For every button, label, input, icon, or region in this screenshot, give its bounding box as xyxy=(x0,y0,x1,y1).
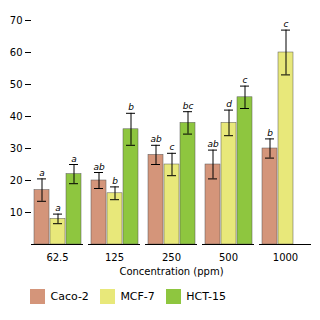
svg-text:250: 250 xyxy=(162,252,181,263)
svg-text:1000: 1000 xyxy=(273,252,298,263)
svg-text:c: c xyxy=(170,142,175,152)
svg-text:b: b xyxy=(112,176,118,186)
svg-text:70: 70 xyxy=(10,15,23,26)
svg-text:b: b xyxy=(128,102,134,112)
svg-text:c: c xyxy=(284,19,289,29)
svg-text:62.5: 62.5 xyxy=(46,252,68,263)
svg-text:ab: ab xyxy=(207,139,219,149)
svg-text:40: 40 xyxy=(10,111,23,122)
svg-text:60: 60 xyxy=(10,47,23,58)
svg-text:Concentration (ppm): Concentration (ppm) xyxy=(119,266,223,277)
svg-text:c: c xyxy=(243,75,248,85)
svg-text:bc: bc xyxy=(183,101,194,111)
svg-text:50: 50 xyxy=(10,79,23,90)
svg-text:d: d xyxy=(226,99,232,109)
html-text:MCF-7: MCF-7 xyxy=(120,290,155,303)
svg-text:125: 125 xyxy=(105,252,124,263)
svg-text:a: a xyxy=(71,154,77,164)
svg-text:30: 30 xyxy=(10,143,23,154)
svg-text:10: 10 xyxy=(10,207,23,218)
svg-text:a: a xyxy=(39,168,45,178)
svg-text:b: b xyxy=(267,128,273,138)
html-text:Caco-2: Caco-2 xyxy=(50,290,89,303)
html-text:HCT-15: HCT-15 xyxy=(186,290,226,303)
svg-text:500: 500 xyxy=(219,252,238,263)
svg-text:20: 20 xyxy=(10,175,23,186)
svg-text:ab: ab xyxy=(150,134,162,144)
svg-text:a: a xyxy=(55,203,61,213)
svg-text:ab: ab xyxy=(93,162,105,172)
